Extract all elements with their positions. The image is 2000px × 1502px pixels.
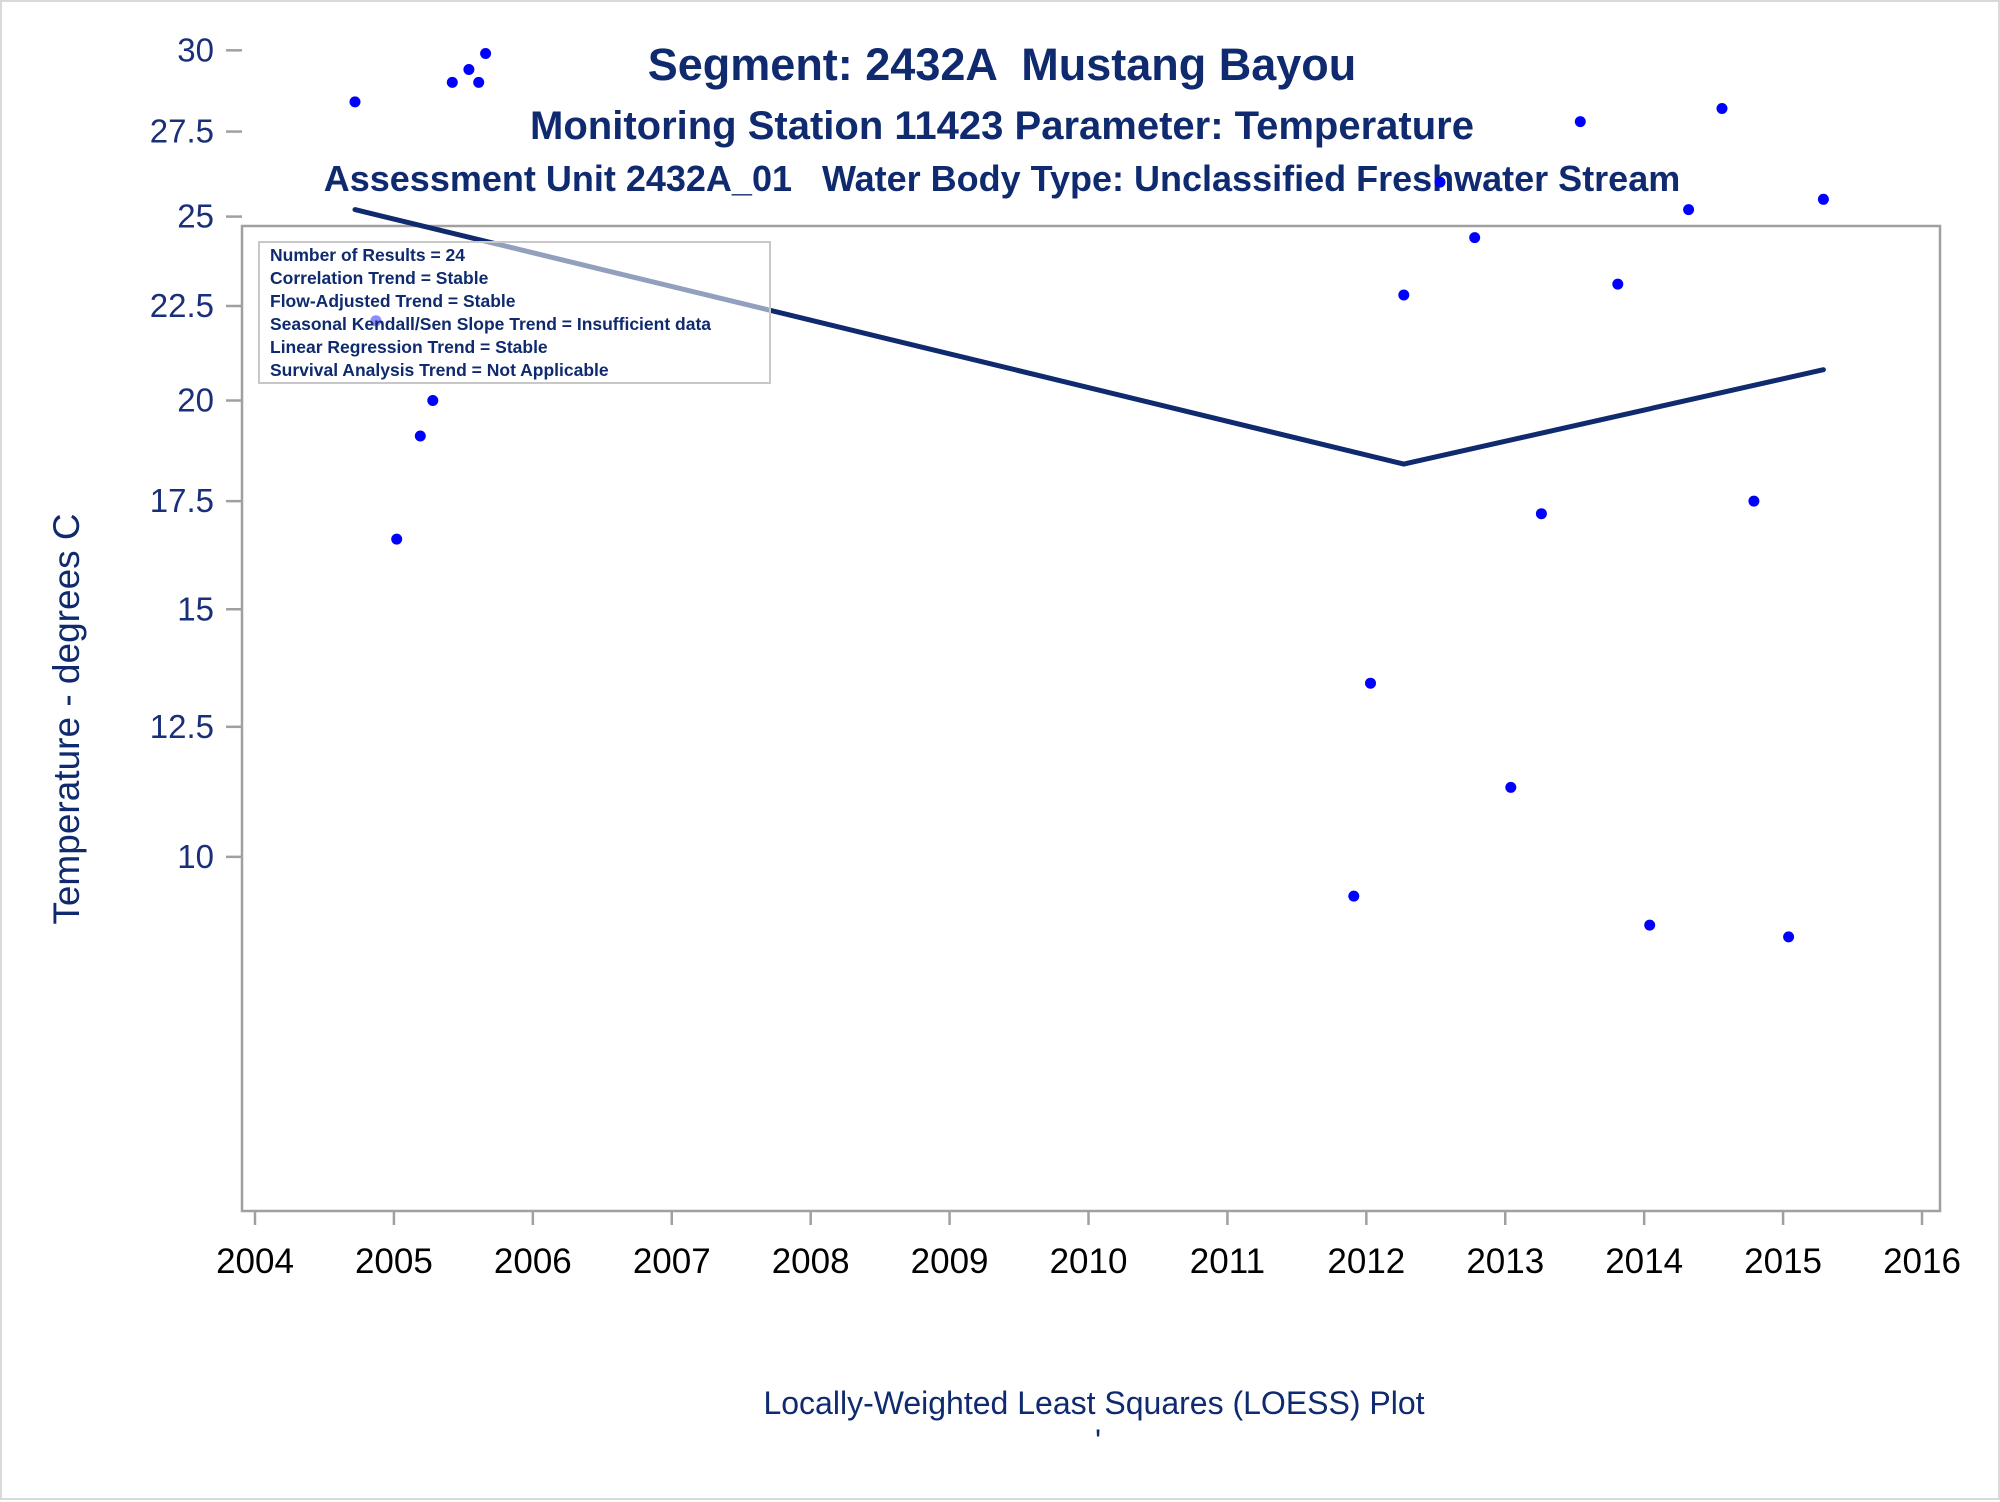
y-axis: 10 12.5 15 17.5 20 22.5 25 27.5 30 <box>150 31 242 875</box>
legend-box <box>258 241 771 384</box>
x-tick-label: 2010 <box>1050 1242 1128 1281</box>
data-point <box>1505 781 1517 793</box>
data-point <box>1574 116 1586 128</box>
data-point <box>480 48 492 59</box>
x-tick-label: 2012 <box>1327 1242 1405 1281</box>
data-point <box>349 96 361 108</box>
x-tick-label: 2013 <box>1466 1242 1544 1281</box>
x-tick-label: 2011 <box>1190 1242 1265 1281</box>
y-tick-label: 22.5 <box>150 287 214 324</box>
data-point <box>1644 919 1656 931</box>
legend-line: Survival Analysis Trend = Not Applicable <box>270 360 609 380</box>
legend-line: Flow-Adjusted Trend = Stable <box>270 291 516 311</box>
y-tick-label: 10 <box>177 838 214 875</box>
chart-footnote: Locally-Weighted Least Squares (LOESS) P… <box>763 1385 1424 1421</box>
data-point <box>414 430 426 442</box>
data-point <box>1683 204 1695 216</box>
legend-line: Seasonal Kendall/Sen Slope Trend = Insuf… <box>270 314 711 334</box>
data-point <box>1434 176 1446 188</box>
data-point <box>1716 103 1728 114</box>
y-tick-label: 27.5 <box>150 113 214 150</box>
x-tick-label: 2008 <box>772 1242 850 1281</box>
legend: Number of Results = 24 Correlation Trend… <box>258 241 771 384</box>
x-tick-label: 2005 <box>355 1242 433 1281</box>
data-point <box>463 64 475 75</box>
x-tick-label: 2006 <box>494 1242 572 1281</box>
y-tick-label: 25 <box>177 198 214 235</box>
y-tick-label: 17.5 <box>150 482 214 519</box>
data-point <box>1398 289 1410 301</box>
data-point <box>1348 890 1360 902</box>
data-point <box>427 395 439 406</box>
x-tick-label: 2015 <box>1744 1242 1822 1281</box>
x-axis: 2004 2005 2006 2007 2008 2009 2010 2011 2012 2013… <box>216 1211 1961 1281</box>
x-tick-label: 2014 <box>1605 1242 1683 1281</box>
data-point <box>1612 278 1624 290</box>
y-tick-label: 15 <box>177 590 214 627</box>
x-tick-label: 2016 <box>1883 1242 1961 1281</box>
legend-line: Correlation Trend = Stable <box>270 268 489 288</box>
x-tick-label: 2007 <box>633 1242 711 1281</box>
footnote-mark: ' <box>1095 1423 1101 1459</box>
chart-subtitle-2: Assessment Unit 2432A_01 Water Body Type… <box>324 158 1681 199</box>
legend-line: Number of Results = 24 <box>270 245 465 265</box>
data-point <box>446 76 458 88</box>
y-axis-label: Temperature - degrees C <box>46 513 87 924</box>
data-point <box>1748 495 1760 507</box>
data-point <box>1817 193 1829 205</box>
y-tick-label: 20 <box>177 382 214 419</box>
x-tick-label: 2009 <box>911 1242 989 1281</box>
chart-subtitle: Monitoring Station 11423 Parameter: Temp… <box>530 104 1474 148</box>
data-point <box>473 76 485 88</box>
chart-title: Segment: 2432A Mustang Bayou <box>648 39 1357 90</box>
y-tick-label: 12.5 <box>150 708 214 745</box>
data-point <box>391 533 403 545</box>
data-point <box>1469 232 1481 244</box>
data-point <box>1365 677 1376 689</box>
y-tick-label: 30 <box>177 31 214 68</box>
legend-line: Linear Regression Trend = Stable <box>270 337 548 357</box>
x-tick-label: 2004 <box>216 1242 294 1281</box>
data-point <box>1535 508 1547 520</box>
data-point <box>1783 931 1795 943</box>
